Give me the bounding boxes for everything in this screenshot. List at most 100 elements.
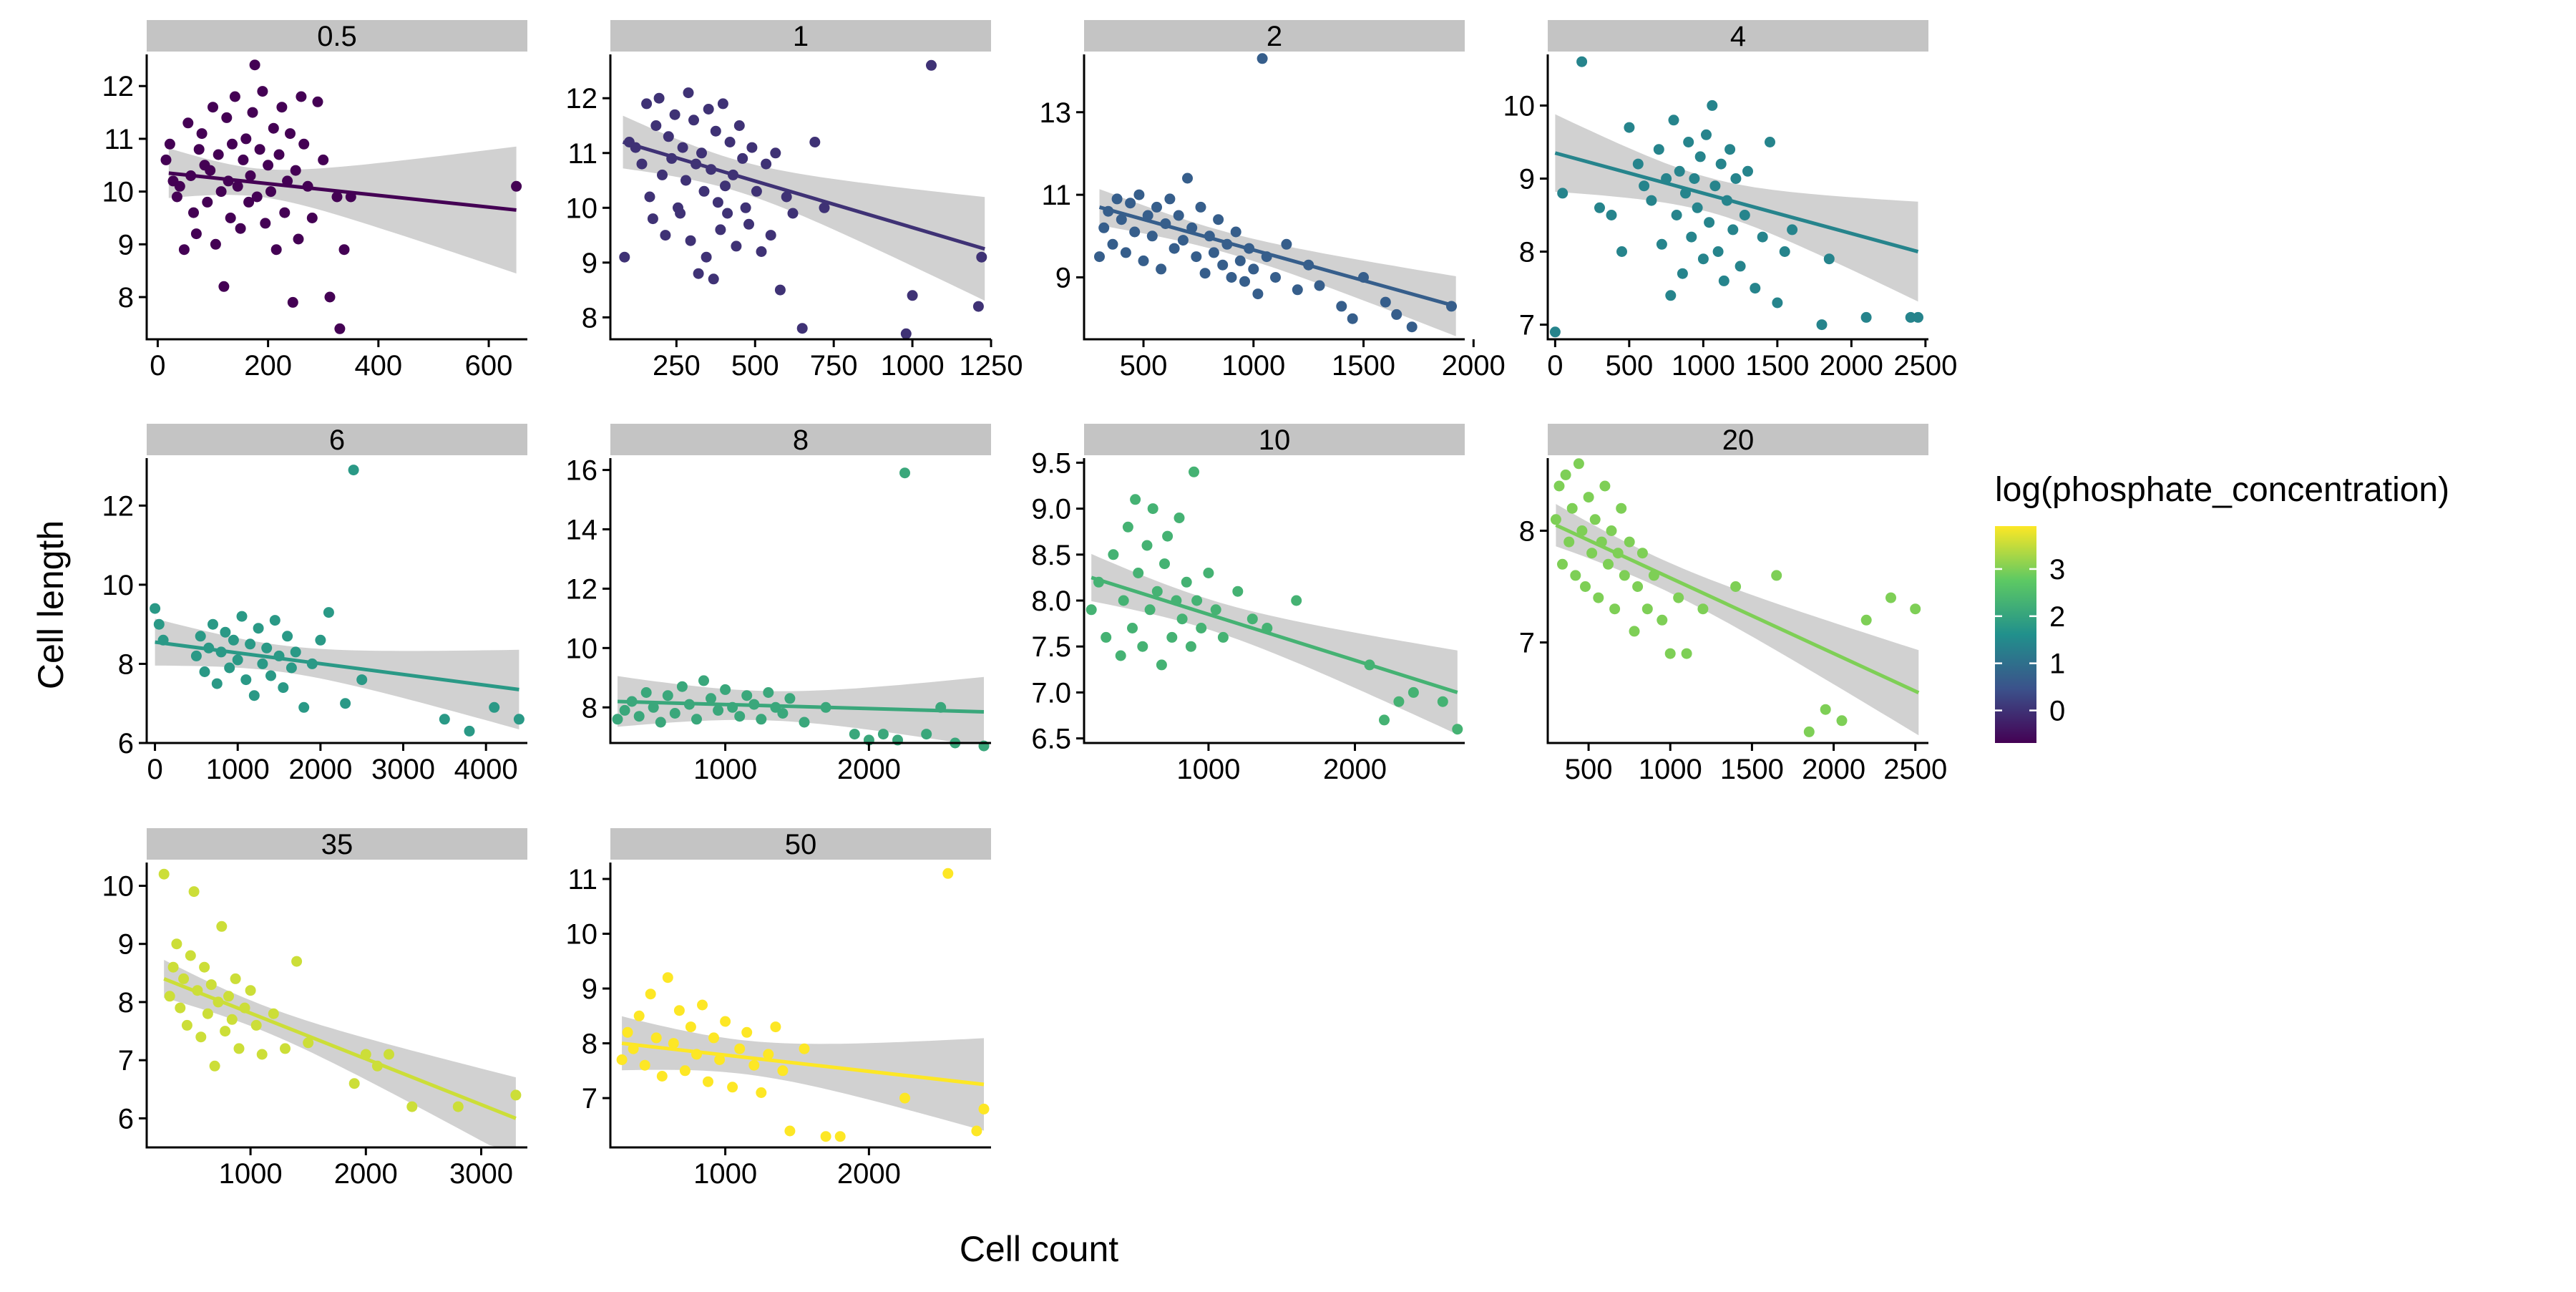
x-tick-label: 1500 xyxy=(1720,754,1784,785)
data-point xyxy=(1133,568,1144,578)
trend-line xyxy=(621,1041,985,1087)
confidence-band xyxy=(618,676,984,743)
data-point xyxy=(1213,214,1224,225)
data-point xyxy=(1692,202,1703,213)
data-point xyxy=(208,618,218,630)
data-point xyxy=(229,91,240,102)
data-point xyxy=(1683,137,1694,147)
data-point xyxy=(1226,272,1237,283)
data-point xyxy=(315,634,326,646)
legend-ticks: 0 1 2 3 xyxy=(1995,554,2065,727)
y-tick-label: 8.0 xyxy=(1031,586,1071,617)
x-tick-label: 500 xyxy=(1565,754,1613,785)
x-tick-label: 2000 xyxy=(1820,350,1883,382)
y-tick-label: 10 xyxy=(566,193,598,224)
data-point xyxy=(1709,180,1721,192)
data-point xyxy=(693,268,704,279)
x-tick-label: 3000 xyxy=(449,1158,513,1190)
x-tick-label: 2000 xyxy=(837,754,901,785)
data-point xyxy=(1646,195,1657,206)
legend-title: log(phosphate_concentration) xyxy=(1995,471,2449,509)
data-point xyxy=(1270,272,1281,283)
data-point xyxy=(1191,595,1203,606)
y-tick-label: 9 xyxy=(1519,163,1535,195)
data-point xyxy=(777,1065,789,1077)
data-point xyxy=(1217,259,1229,271)
trend-line xyxy=(622,140,985,251)
data-point xyxy=(1566,502,1578,514)
data-point xyxy=(1098,222,1110,233)
data-point xyxy=(648,701,659,713)
data-point xyxy=(1111,193,1123,205)
data-point xyxy=(167,961,179,973)
facet-strip xyxy=(147,828,527,860)
data-point xyxy=(820,1131,831,1142)
data-point xyxy=(464,725,475,737)
data-point xyxy=(243,196,255,208)
x-tick-label: 2000 xyxy=(1323,754,1387,785)
data-point xyxy=(250,1019,262,1031)
data-point xyxy=(877,729,889,740)
data-point xyxy=(647,213,658,225)
data-point xyxy=(1593,592,1604,603)
confidence-band xyxy=(623,115,985,301)
data-point xyxy=(1724,144,1736,155)
x-tick-label: 2000 xyxy=(837,1158,901,1190)
data-point xyxy=(324,291,336,303)
data-point xyxy=(1196,623,1207,633)
data-point xyxy=(653,92,665,104)
data-point xyxy=(1742,165,1753,177)
data-point xyxy=(1314,280,1325,291)
data-point xyxy=(384,1049,394,1060)
data-point xyxy=(164,138,175,150)
y-tick-label: 12 xyxy=(102,71,135,102)
confidence-band xyxy=(622,1016,984,1131)
data-point xyxy=(926,59,937,71)
legend-tick-label: 1 xyxy=(2049,649,2065,680)
x-tick-label: 0 xyxy=(150,350,165,382)
x-tick-label: 2000 xyxy=(334,1158,398,1190)
y-tick-label: 9 xyxy=(1055,262,1071,293)
data-point xyxy=(1177,235,1189,246)
data-point xyxy=(1166,631,1178,643)
facet-strip-label: 8 xyxy=(793,424,809,456)
x-tick-label: 1000 xyxy=(1639,754,1702,785)
data-point xyxy=(323,607,334,618)
data-point xyxy=(1232,586,1244,597)
data-point xyxy=(298,701,310,713)
data-point xyxy=(636,158,648,170)
data-point xyxy=(1553,480,1565,492)
y-tick-label: 11 xyxy=(567,864,597,895)
data-point xyxy=(1718,275,1729,286)
data-point xyxy=(1629,626,1640,637)
data-point xyxy=(774,284,786,296)
y-tick-label: 7 xyxy=(1519,310,1535,341)
data-point xyxy=(190,650,202,661)
y-tick-label: 12 xyxy=(566,573,598,605)
data-point xyxy=(668,1038,679,1049)
data-point xyxy=(1217,631,1229,643)
data-point xyxy=(224,662,235,674)
data-point xyxy=(1641,603,1653,615)
data-point xyxy=(178,244,190,256)
legend-tick-label: 0 xyxy=(2049,696,2065,727)
data-point xyxy=(174,180,185,192)
data-point xyxy=(218,281,230,292)
data-point xyxy=(1437,696,1448,707)
data-point xyxy=(1380,296,1391,308)
data-point xyxy=(685,235,696,246)
data-point xyxy=(1606,210,1617,220)
data-point xyxy=(1085,604,1097,616)
data-point xyxy=(213,149,224,160)
data-point xyxy=(245,985,256,996)
x-tick-label: 1000 xyxy=(1176,754,1240,785)
y-tick-label: 9.0 xyxy=(1031,494,1071,525)
data-point xyxy=(697,999,708,1011)
data-point xyxy=(1599,480,1611,492)
data-point xyxy=(293,233,304,245)
data-point xyxy=(1159,558,1170,570)
data-point xyxy=(1616,246,1627,257)
data-point xyxy=(1860,311,1872,323)
data-point xyxy=(235,223,246,234)
